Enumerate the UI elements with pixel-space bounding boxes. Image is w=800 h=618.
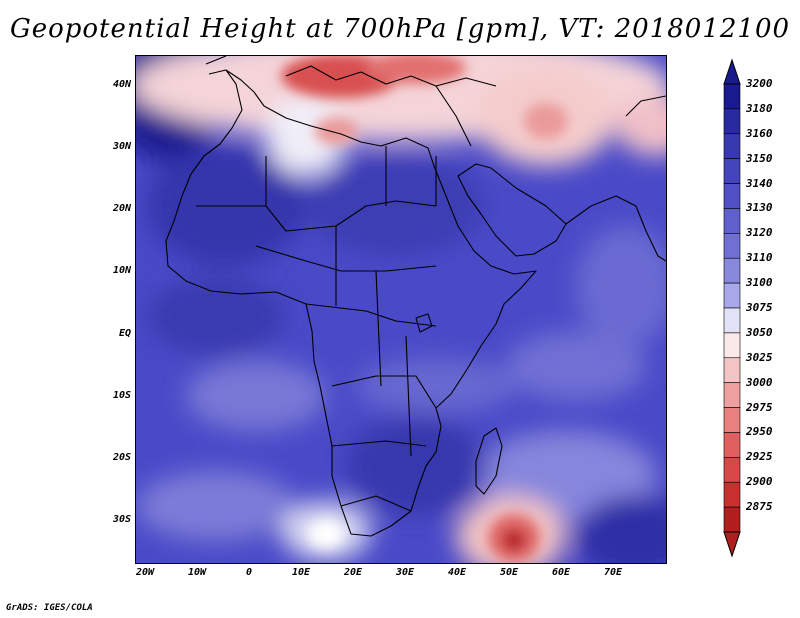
colorbar-swatch (723, 307, 741, 334)
inland-borders (196, 146, 437, 512)
colorbar-swatch (723, 457, 741, 483)
map-title: Geopotential Height at 700hPa [gpm], VT:… (9, 14, 791, 44)
colorbar-label: 3200 (746, 77, 773, 90)
africa-outline (165, 69, 537, 537)
colorbar-label: 3160 (746, 126, 773, 140)
colorbar-label: 2925 (746, 450, 773, 464)
colorbar-swatch (723, 133, 741, 159)
arabia-outline (457, 163, 567, 257)
lat-label: EQ (118, 328, 131, 339)
colorbar-swatch (723, 282, 741, 309)
colorbar-label: 3140 (746, 176, 773, 190)
lon-label: 20E (343, 567, 363, 578)
colorbar-top-arrow (723, 58, 741, 85)
colorbar-label: 3130 (746, 201, 773, 215)
colorbar-label: 3025 (746, 350, 773, 364)
lon-label: 10E (291, 567, 311, 578)
colorbar-swatch (723, 506, 741, 533)
colorbar-label: 3180 (746, 101, 773, 115)
colorbar-bottom-arrow (723, 531, 741, 558)
colorbar-label: 3075 (746, 301, 773, 314)
lon-label: 10W (187, 567, 207, 578)
asia-coast (565, 95, 666, 262)
colorbar-label: 3050 (746, 325, 773, 339)
colorbar-label: 2950 (746, 425, 773, 439)
europe-coast (205, 56, 497, 147)
colorbar-label: 3150 (746, 151, 773, 165)
lat-label: 20S (112, 452, 131, 463)
lat-label: 30N (112, 141, 131, 152)
colorbar-swatch (723, 158, 741, 184)
madagascar-outline (475, 427, 503, 495)
lon-label: 40E (447, 567, 467, 578)
colorbar (723, 58, 741, 558)
colorbar-swatch (723, 233, 741, 259)
lat-label: 40N (112, 79, 131, 90)
lon-label: 0 (245, 567, 253, 578)
lat-label: 30S (112, 514, 131, 525)
colorbar-label: 2875 (746, 500, 773, 514)
credit-text: GrADS: IGES/COLA (6, 603, 93, 613)
colorbar-label: 2975 (746, 400, 773, 414)
colorbar-swatch (723, 332, 741, 359)
colorbar-swatch (723, 257, 741, 284)
lon-label: 70E (603, 567, 623, 578)
lon-label: 30E (395, 567, 415, 578)
colorbar-swatch (723, 481, 741, 508)
coastlines (165, 56, 666, 537)
colorbar-label: 3000 (746, 375, 773, 389)
colorbar-swatch (723, 382, 741, 408)
lat-label: 10N (112, 265, 131, 276)
colorbar-swatch (723, 407, 741, 433)
lon-label: 20W (135, 567, 155, 578)
lon-label: 60E (551, 567, 571, 578)
lake-victoria (415, 313, 433, 333)
colorbar-swatch (723, 432, 741, 458)
map-panel (135, 55, 667, 564)
colorbar-swatch (723, 108, 741, 135)
colorbar-swatch (723, 83, 741, 110)
colorbar-label: 3120 (746, 226, 773, 240)
colorbar-swatch (723, 183, 741, 209)
colorbar-swatch (723, 357, 741, 383)
colorbar-label: 3100 (746, 276, 773, 290)
colorbar-label: 2900 (746, 475, 773, 489)
colorbar-label: 3110 (746, 251, 773, 265)
lat-label: 10S (112, 390, 131, 401)
lon-label: 50E (499, 567, 519, 578)
lat-label: 20N (112, 203, 131, 214)
colorbar-swatch (723, 208, 741, 234)
geopotential-map (136, 56, 666, 563)
